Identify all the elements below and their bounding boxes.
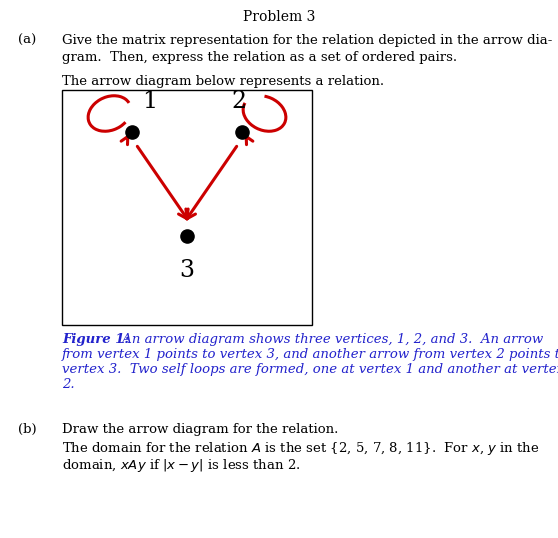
Point: [128, 128, 137, 137]
Text: Give the matrix representation for the relation depicted in the arrow dia-: Give the matrix representation for the r…: [62, 34, 552, 47]
Text: An arrow diagram shows three vertices, 1, 2, and 3.  An arrow: An arrow diagram shows three vertices, 1…: [118, 333, 543, 346]
Point: [238, 128, 247, 137]
Text: The domain for the relation $A$ is the set {2, 5, 7, 8, 11}.  For $x$, $y$ in th: The domain for the relation $A$ is the s…: [62, 440, 540, 457]
Bar: [62, 90, 312, 325]
Text: (a): (a): [18, 34, 36, 47]
Text: 2: 2: [232, 90, 247, 114]
Text: 3: 3: [180, 259, 195, 282]
Text: Figure 1:: Figure 1:: [62, 333, 129, 346]
Text: 1: 1: [142, 90, 157, 114]
Text: The arrow diagram below represents a relation.: The arrow diagram below represents a rel…: [62, 75, 384, 88]
Text: from vertex 1 points to vertex 3, and another arrow from vertex 2 points to: from vertex 1 points to vertex 3, and an…: [62, 348, 558, 361]
Text: Draw the arrow diagram for the relation.: Draw the arrow diagram for the relation.: [62, 423, 338, 436]
Text: 2.: 2.: [62, 378, 75, 391]
Text: domain, $x$$A$$y$ if $|x - y|$ is less than 2.: domain, $x$$A$$y$ if $|x - y|$ is less t…: [62, 457, 301, 474]
Text: gram.  Then, express the relation as a set of ordered pairs.: gram. Then, express the relation as a se…: [62, 51, 457, 64]
Point: [182, 231, 191, 240]
Text: Problem 3: Problem 3: [243, 10, 315, 24]
Text: (b): (b): [18, 423, 37, 436]
Text: vertex 3.  Two self loops are formed, one at vertex 1 and another at vertex: vertex 3. Two self loops are formed, one…: [62, 363, 558, 376]
